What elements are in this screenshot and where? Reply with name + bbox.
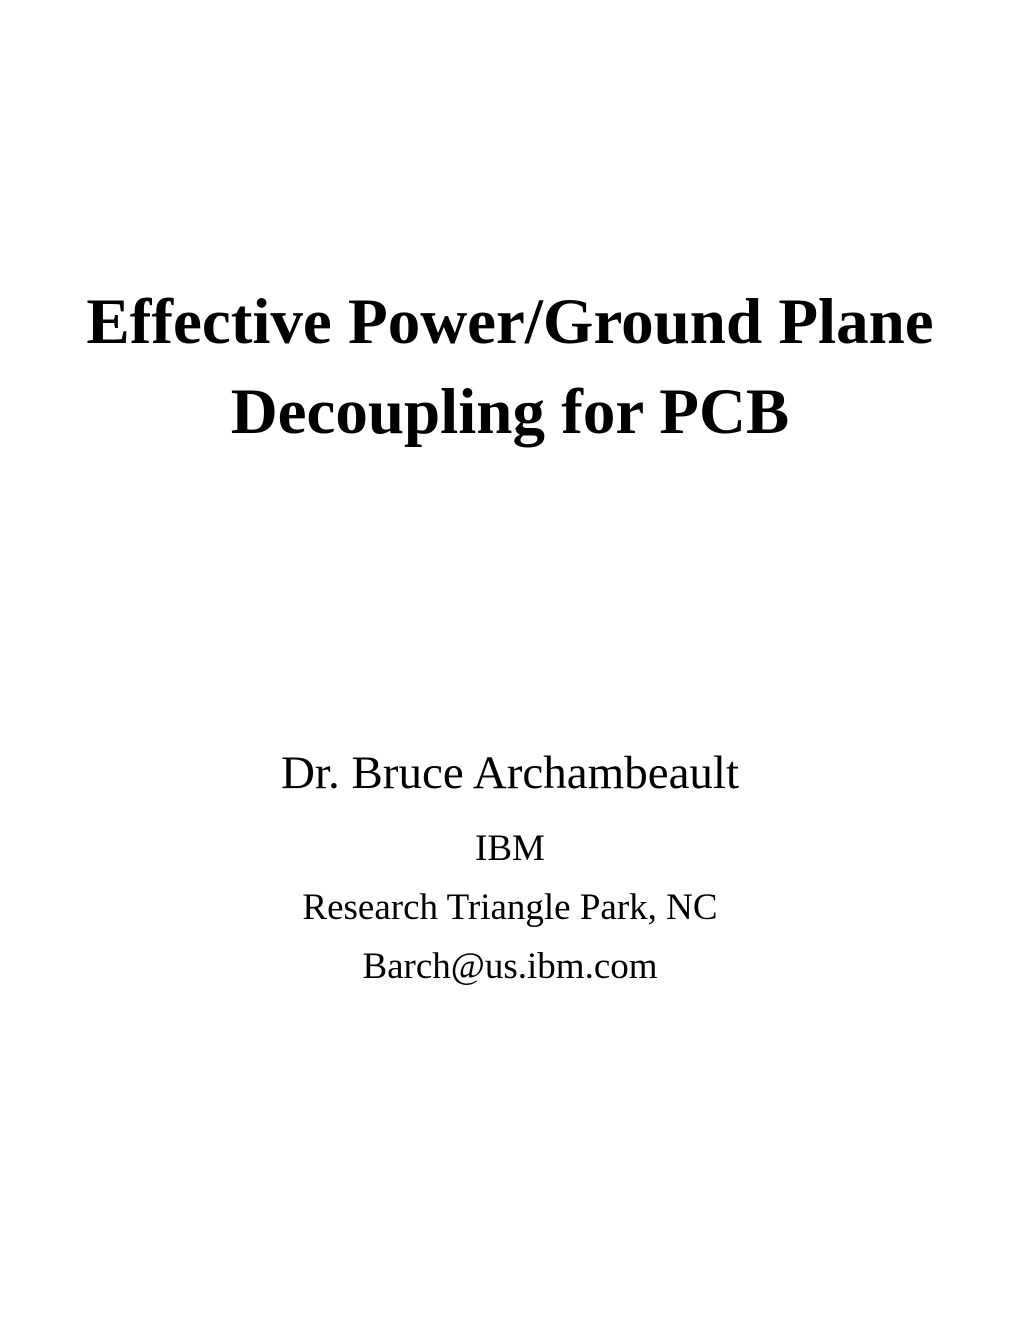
- author-block: Dr. Bruce Archambeault IBM Research Tria…: [0, 738, 1020, 996]
- author-affiliation: IBM: [0, 819, 1020, 878]
- author-name: Dr. Bruce Archambeault: [0, 738, 1020, 809]
- author-email: Barch@us.ibm.com: [0, 937, 1020, 996]
- title-line-2: Decoupling for PCB: [0, 368, 1020, 458]
- title-block: Effective Power/Ground Plane Decoupling …: [0, 278, 1020, 457]
- author-location: Research Triangle Park, NC: [0, 878, 1020, 937]
- title-line-1: Effective Power/Ground Plane: [0, 278, 1020, 368]
